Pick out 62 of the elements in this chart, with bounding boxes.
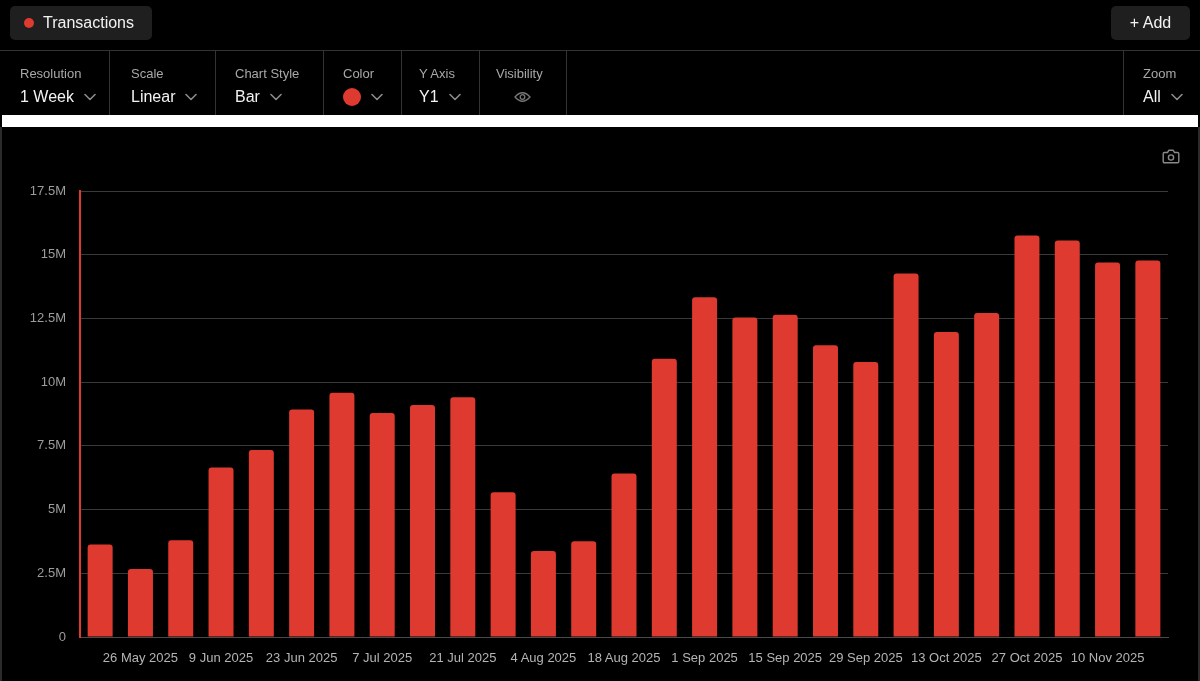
text: All xyxy=(1143,88,1161,106)
text: Scale xyxy=(131,66,164,81)
y-tick-label: 7.5M xyxy=(37,437,66,453)
x-tick-label: 7 Jul 2025 xyxy=(352,650,413,666)
bar xyxy=(87,544,113,637)
y-tick-label: 12.5M xyxy=(29,310,66,326)
bar xyxy=(1054,240,1080,637)
y-tick-label: 2.5M xyxy=(37,564,66,580)
bar xyxy=(692,297,718,637)
text: Resolution xyxy=(20,66,82,81)
bar xyxy=(933,331,959,637)
x-tick-label: 9 Jun 2025 xyxy=(188,650,254,666)
bar xyxy=(1095,262,1121,637)
x-tick-label: 13 Oct 2025 xyxy=(910,650,982,666)
bar xyxy=(611,473,637,637)
y-tick-label: 5M xyxy=(47,501,66,517)
bar xyxy=(974,313,1000,637)
bar xyxy=(1014,235,1040,637)
bar xyxy=(772,314,798,637)
x-tick-label: 27 Oct 2025 xyxy=(991,650,1063,666)
bar xyxy=(168,540,194,637)
x-tick-label: 23 Jun 2025 xyxy=(265,650,338,666)
text: Chart Style xyxy=(235,66,300,81)
bar xyxy=(812,345,838,637)
text: Color xyxy=(343,66,375,81)
text: Bar xyxy=(235,88,260,106)
bar xyxy=(329,392,355,637)
bar xyxy=(450,397,476,637)
chart-title: Transactions xyxy=(43,14,134,32)
bar xyxy=(127,568,153,637)
bar xyxy=(410,405,436,637)
bar xyxy=(853,362,879,637)
x-tick-label: 10 Nov 2025 xyxy=(1070,650,1145,666)
y-tick-label: 17.5M xyxy=(29,182,66,198)
bar xyxy=(490,492,516,637)
y-tick-label: 15M xyxy=(40,246,66,262)
text: Y1 xyxy=(419,88,439,106)
text: Y Axis xyxy=(419,66,455,81)
y-tick-label: 0 xyxy=(58,628,66,644)
text: 1 Week xyxy=(20,88,74,106)
text: Linear xyxy=(131,88,176,106)
x-tick-label: 26 May 2025 xyxy=(102,650,179,666)
bar xyxy=(289,409,315,637)
x-tick-label: 15 Sep 2025 xyxy=(748,650,823,666)
bar xyxy=(893,273,919,637)
bar xyxy=(732,317,758,637)
bar xyxy=(248,449,274,637)
bar xyxy=(651,358,677,637)
x-tick-label: 1 Sep 2025 xyxy=(671,650,738,666)
text: Visibility xyxy=(496,66,543,81)
bar xyxy=(571,541,597,637)
bar xyxy=(530,551,556,637)
bar xyxy=(369,412,395,637)
x-tick-label: 21 Jul 2025 xyxy=(429,650,497,666)
text: + Add xyxy=(1111,6,1190,40)
bar xyxy=(1135,260,1161,637)
bar xyxy=(208,467,234,637)
x-tick-label: 18 Aug 2025 xyxy=(587,650,661,666)
x-tick-label: 4 Aug 2025 xyxy=(510,650,577,666)
x-tick-label: 29 Sep 2025 xyxy=(828,650,903,666)
text: Zoom xyxy=(1143,66,1177,81)
y-tick-label: 10M xyxy=(40,373,66,389)
